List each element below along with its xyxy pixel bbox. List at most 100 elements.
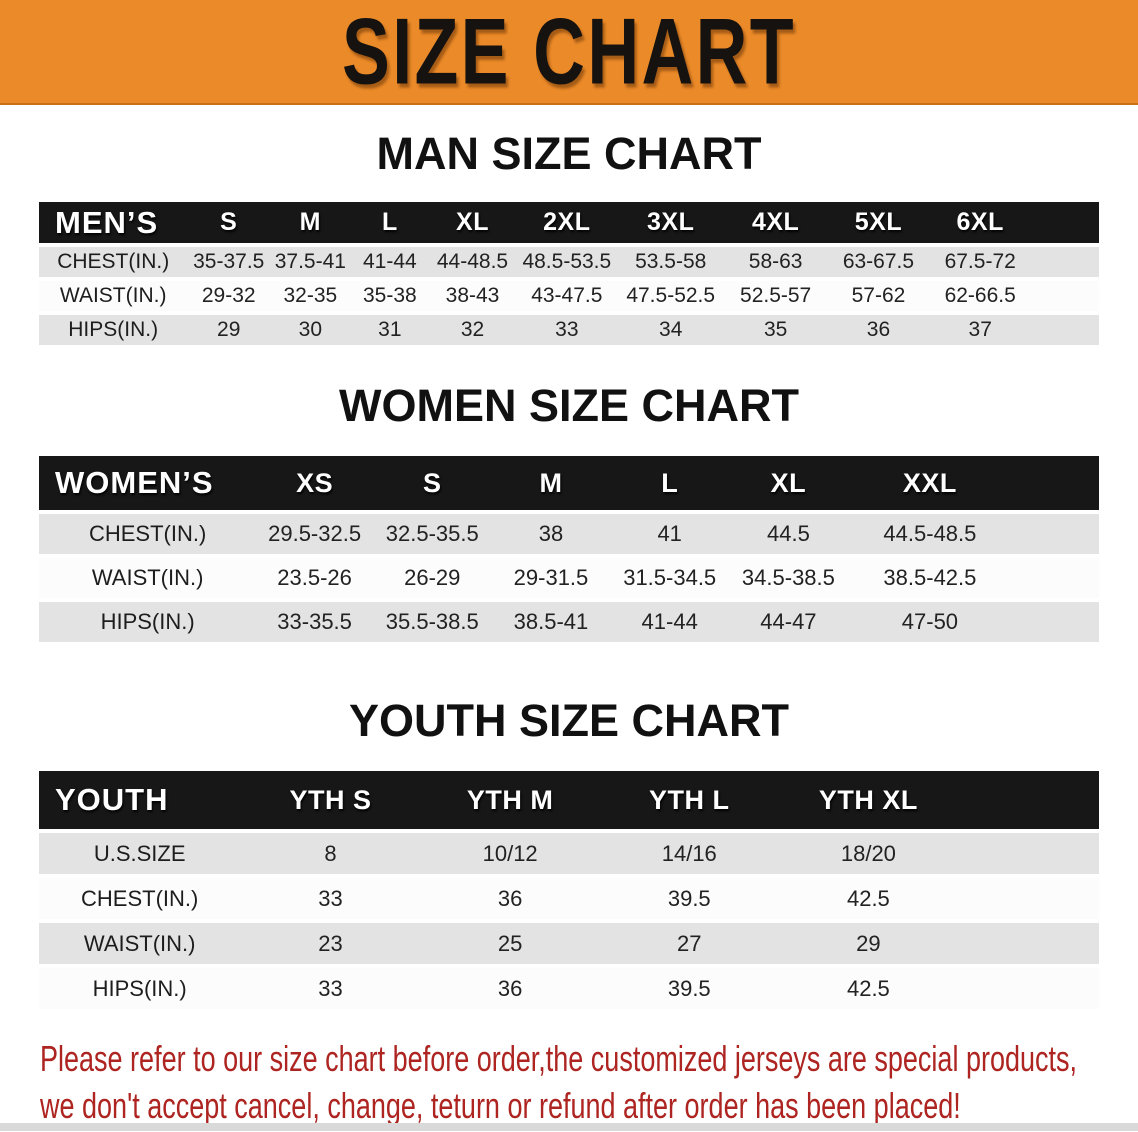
youth-section: YOUTH SIZE CHART YOUTH YTH S YTH M YTH L YTH…: [0, 698, 1138, 1013]
women-value-cell: 38.5-41: [491, 602, 611, 646]
men-size-header: M: [270, 202, 351, 247]
footer-disclaimer: Please refer to our size chart before or…: [40, 1035, 1138, 1129]
youth-value-cell: 36: [420, 968, 600, 1013]
women-value-cell: 41: [610, 514, 730, 558]
youth-section-title: YOUTH SIZE CHART: [348, 695, 789, 746]
men-value-cell: 32-35: [270, 281, 351, 315]
men-section: MAN SIZE CHART MEN’S S M L XL 2XL 3XL 4XL 5XL 6XL…: [0, 131, 1138, 349]
women-size-header: XXL: [847, 456, 1013, 514]
men-value-cell: 29-32: [187, 281, 271, 315]
youth-row-spacer: [957, 923, 1099, 968]
men-row-label: CHEST(IN.): [39, 247, 188, 281]
men-value-cell: 35-37.5: [187, 247, 271, 281]
women-header-row: WOMEN’S XS S M L XL XXL: [39, 456, 1099, 514]
women-value-cell: 32.5-35.5: [372, 514, 492, 558]
men-section-title: MAN SIZE CHART: [376, 128, 762, 179]
men-size-header: 3XL: [617, 202, 724, 247]
women-size-header: M: [491, 456, 611, 514]
women-size-header: XL: [729, 456, 848, 514]
men-value-cell: 38-43: [429, 281, 516, 315]
youth-value-cell: 42.5: [778, 968, 958, 1013]
youth-value-cell: 39.5: [599, 878, 779, 923]
women-size-header: XS: [256, 456, 373, 514]
men-value-cell: 47.5-52.5: [617, 281, 724, 315]
youth-header-spacer: [957, 771, 1099, 833]
youth-table-row: CHEST(IN.) 33 36 39.5 42.5: [39, 878, 1099, 923]
women-value-cell: 29.5-32.5: [256, 514, 373, 558]
women-section: WOMEN SIZE CHART WOMEN’S XS S M L XL XXL CHEST(…: [0, 383, 1138, 646]
women-value-cell: 44.5-48.5: [847, 514, 1013, 558]
men-value-cell: 67.5-72: [929, 247, 1032, 281]
women-row-spacer: [1012, 602, 1099, 646]
youth-value-cell: 25: [420, 923, 600, 968]
men-value-cell: 58-63: [723, 247, 828, 281]
women-row-label: CHEST(IN.): [39, 514, 257, 558]
women-value-cell: 38.5-42.5: [847, 558, 1013, 602]
youth-value-cell: 27: [599, 923, 779, 968]
youth-size-header: YTH S: [240, 771, 421, 833]
men-size-header: 5XL: [827, 202, 930, 247]
youth-size-header: YTH M: [420, 771, 600, 833]
men-value-cell: 63-67.5: [827, 247, 930, 281]
youth-value-cell: 29: [778, 923, 958, 968]
women-value-cell: 35.5-38.5: [372, 602, 492, 646]
youth-value-cell: 23: [240, 923, 421, 968]
women-size-header: S: [372, 456, 492, 514]
men-group-label: MEN’S: [39, 202, 188, 247]
men-row-label: HIPS(IN.): [39, 315, 188, 349]
women-value-cell: 44.5: [729, 514, 848, 558]
women-value-cell: 47-50: [847, 602, 1013, 646]
bottom-edge-strip: [0, 1123, 1138, 1131]
women-value-cell: 26-29: [372, 558, 492, 602]
youth-table-row: U.S.SIZE 8 10/12 14/16 18/20: [39, 833, 1099, 878]
women-group-label: WOMEN’S: [39, 456, 257, 514]
men-table-row: HIPS(IN.) 29 30 31 32 33 34 35 36 37: [39, 315, 1099, 349]
women-value-cell: 38: [491, 514, 611, 558]
men-value-cell: 37: [929, 315, 1032, 349]
men-value-cell: 48.5-53.5: [515, 247, 618, 281]
women-row-spacer: [1012, 514, 1099, 558]
women-value-cell: 41-44: [610, 602, 730, 646]
men-row-spacer: [1031, 315, 1099, 349]
youth-value-cell: 10/12: [420, 833, 600, 878]
women-value-cell: 31.5-34.5: [610, 558, 730, 602]
size-chart-banner: SIZE CHART: [0, 0, 1138, 105]
men-value-cell: 29: [187, 315, 271, 349]
men-table-row: WAIST(IN.) 29-32 32-35 35-38 38-43 43-47.5 47.…: [39, 281, 1099, 315]
youth-row-spacer: [957, 833, 1099, 878]
men-value-cell: 35-38: [350, 281, 430, 315]
youth-group-label: YOUTH: [39, 771, 241, 833]
youth-value-cell: 36: [420, 878, 600, 923]
footer-disclaimer-line1: Please refer to our size chart before or…: [40, 1038, 1078, 1079]
men-value-cell: 37.5-41: [270, 247, 351, 281]
men-value-cell: 34: [617, 315, 724, 349]
youth-size-header: YTH L: [599, 771, 779, 833]
men-size-header: 6XL: [929, 202, 1032, 247]
women-size-header: L: [610, 456, 730, 514]
men-value-cell: 53.5-58: [617, 247, 724, 281]
youth-row-label: U.S.SIZE: [39, 833, 241, 878]
men-value-cell: 43-47.5: [515, 281, 618, 315]
men-table-row: CHEST(IN.) 35-37.5 37.5-41 41-44 44-48.5 48.5…: [39, 247, 1099, 281]
youth-value-cell: 18/20: [778, 833, 958, 878]
men-value-cell: 30: [270, 315, 351, 349]
women-table-row: CHEST(IN.) 29.5-32.5 32.5-35.5 38 41 44.5 44.5…: [39, 514, 1099, 558]
youth-value-cell: 39.5: [599, 968, 779, 1013]
youth-row-spacer: [957, 968, 1099, 1013]
youth-row-label: WAIST(IN.): [39, 923, 241, 968]
youth-table-row: HIPS(IN.) 33 36 39.5 42.5: [39, 968, 1099, 1013]
banner-title: SIZE CHART: [342, 0, 796, 104]
youth-size-table: YOUTH YTH S YTH M YTH L YTH XL U.S.SIZE 8 10/12…: [39, 771, 1099, 1013]
women-value-cell: 33-35.5: [256, 602, 373, 646]
youth-row-label: HIPS(IN.): [39, 968, 241, 1013]
women-size-table: WOMEN’S XS S M L XL XXL CHEST(IN.) 29.5-32.5 32.5…: [39, 456, 1099, 646]
women-value-cell: 44-47: [729, 602, 848, 646]
men-value-cell: 32: [429, 315, 516, 349]
men-value-cell: 44-48.5: [429, 247, 516, 281]
men-row-spacer: [1031, 281, 1099, 315]
men-value-cell: 31: [350, 315, 430, 349]
youth-value-cell: 14/16: [599, 833, 779, 878]
youth-table-row: WAIST(IN.) 23 25 27 29: [39, 923, 1099, 968]
men-header-spacer: [1031, 202, 1099, 247]
women-header-spacer: [1012, 456, 1099, 514]
